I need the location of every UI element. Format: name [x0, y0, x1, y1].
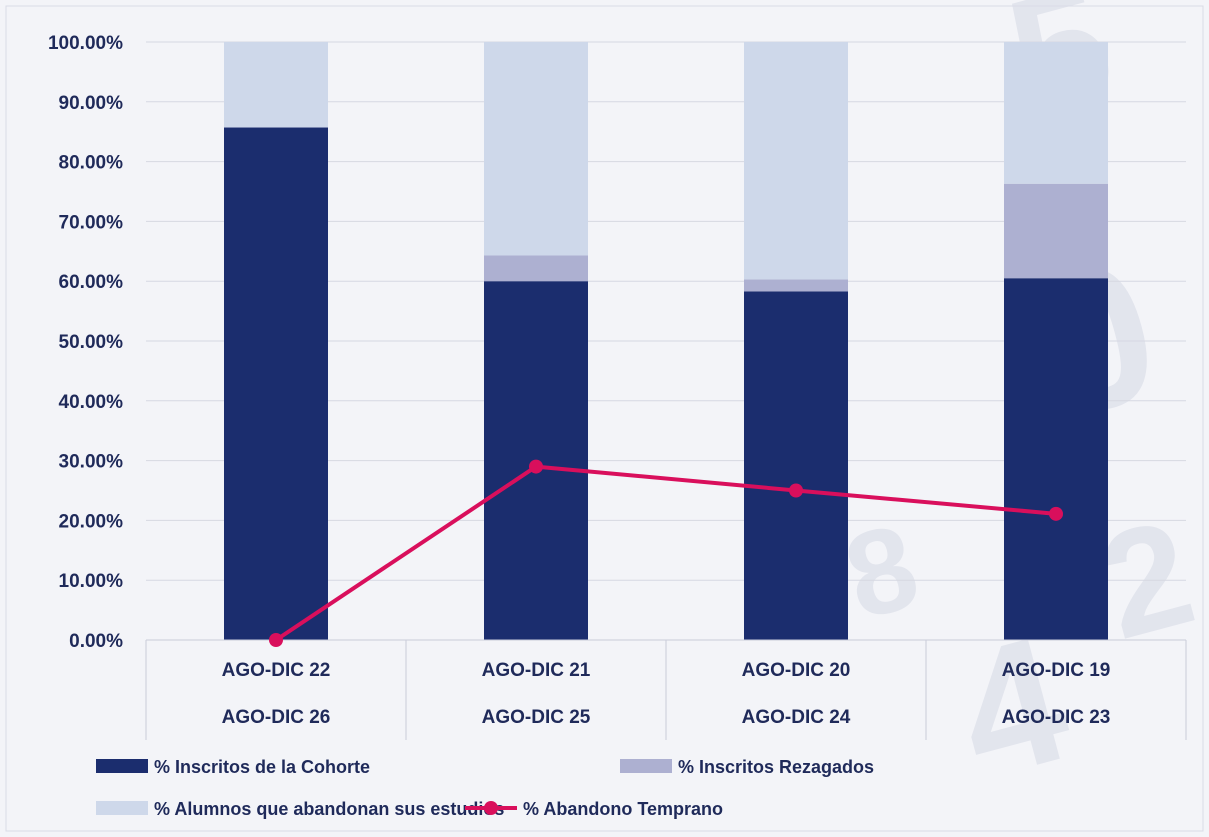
legend: % Inscritos de la Cohorte % Inscritos Rez…	[96, 757, 874, 819]
category-label: AGO-DIC 26	[222, 707, 331, 728]
y-tick-label: 30.00%	[59, 452, 124, 473]
bar-segment	[744, 291, 848, 640]
legend-label: % Alumnos que abandonan sus estudios	[154, 799, 504, 819]
bar-segment	[744, 42, 848, 280]
y-tick-label: 10.00%	[59, 571, 124, 592]
category-label: AGO-DIC 23	[1002, 707, 1111, 728]
y-tick-label: 100.00%	[48, 33, 123, 54]
chart-border	[5, 5, 1204, 832]
category-label: AGO-DIC 22	[222, 660, 331, 681]
line-point	[1049, 506, 1063, 521]
line-point	[529, 459, 543, 474]
bars	[224, 42, 1108, 641]
x-axis: AGO-DIC 22 AGO-DIC 26 AGO-DIC 21 AGO-DIC 25…	[145, 639, 1187, 740]
y-tick-label: 90.00%	[59, 93, 124, 114]
legend-marker	[484, 801, 498, 815]
category-label: AGO-DIC 21	[482, 660, 591, 681]
bar-segment	[1004, 278, 1108, 640]
y-tick-label: 50.00%	[59, 332, 124, 353]
bar-segment	[484, 255, 588, 282]
bar-segment	[1004, 183, 1108, 279]
category-label: AGO-DIC 25	[482, 707, 591, 728]
bar-segment	[224, 127, 328, 641]
line-point	[789, 483, 803, 498]
y-tick-label: 0.00%	[69, 631, 123, 652]
bar-segment	[484, 42, 588, 256]
legend-label: % Abandono Temprano	[523, 799, 723, 819]
y-tick-label: 60.00%	[59, 272, 124, 293]
line-point	[269, 633, 283, 647]
legend-label: % Inscritos de la Cohorte	[154, 757, 370, 777]
y-tick-label: 20.00%	[59, 511, 124, 532]
y-axis: 0.00% 10.00% 20.00% 30.00% 40.00% 50.00% 60.00…	[48, 33, 123, 652]
y-tick-label: 80.00%	[59, 153, 124, 174]
bar-segment	[224, 42, 328, 128]
y-tick-label: 70.00%	[59, 212, 124, 233]
legend-label: % Inscritos Rezagados	[678, 757, 874, 777]
line-series-path	[274, 464, 1057, 642]
abandono-line	[269, 459, 1063, 647]
category-label: AGO-DIC 24	[742, 707, 851, 728]
legend-swatch	[620, 759, 672, 773]
legend-swatch	[96, 801, 148, 815]
y-tick-label: 40.00%	[59, 392, 124, 413]
bar-segment	[1004, 42, 1108, 184]
legend-swatch	[96, 759, 148, 773]
category-label: AGO-DIC 20	[742, 660, 851, 681]
bar-segment	[744, 279, 848, 292]
category-label: AGO-DIC 19	[1002, 660, 1111, 681]
